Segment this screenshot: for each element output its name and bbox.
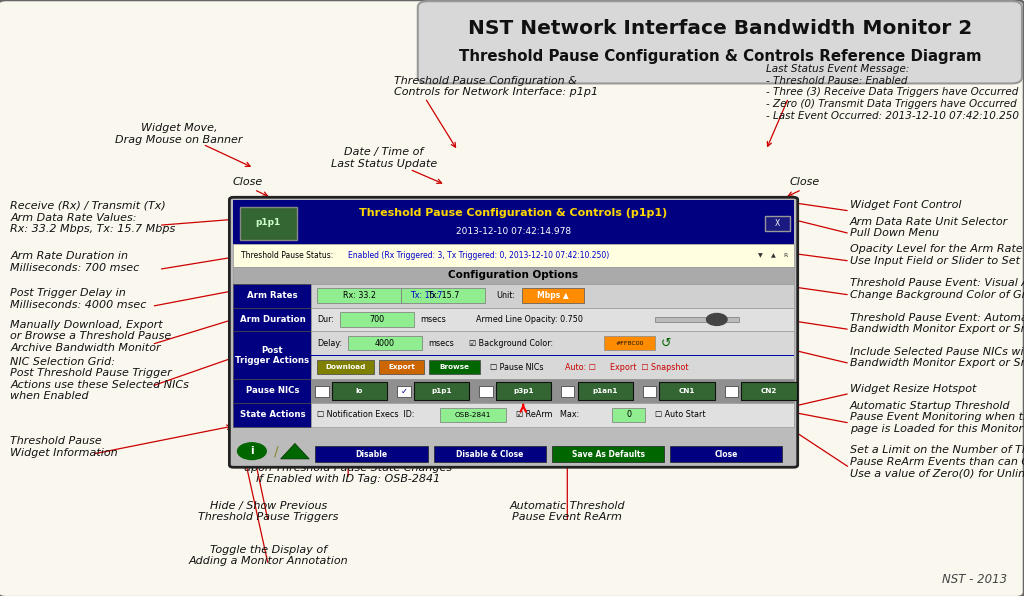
Bar <box>479 386 493 397</box>
Text: Configuration Options: Configuration Options <box>449 271 579 280</box>
Bar <box>317 360 374 374</box>
Text: Arm Rate Duration in
Milliseconds: 700 msec: Arm Rate Duration in Milliseconds: 700 m… <box>10 252 139 273</box>
Text: ▼: ▼ <box>759 253 763 258</box>
Circle shape <box>238 443 266 460</box>
Text: 700: 700 <box>370 315 384 324</box>
Bar <box>311 284 794 308</box>
Bar <box>725 386 738 397</box>
Text: NST - 2013: NST - 2013 <box>942 573 1008 586</box>
Bar <box>233 331 311 379</box>
Text: Last Status Event Message:
- Threshold Pause: Enabled
- Three (3) Receive Data T: Last Status Event Message: - Threshold P… <box>766 64 1019 120</box>
Text: Export  ☐ Snapshot: Export ☐ Snapshot <box>610 362 689 372</box>
Bar <box>429 360 480 374</box>
Bar <box>671 446 782 462</box>
Text: i: i <box>250 446 254 456</box>
Bar <box>311 403 794 427</box>
Text: OSB-2841: OSB-2841 <box>455 412 492 418</box>
Text: Execute External Notification Scripts
upon Threshold Pause State Changes
if Enab: Execute External Notification Scripts up… <box>244 451 453 485</box>
Text: Toggle the Display of
Adding a Monitor Annotation: Toggle the Display of Adding a Monitor A… <box>188 545 348 566</box>
Text: ☑ ReArm   Max:: ☑ ReArm Max: <box>516 410 580 420</box>
Text: ☑ Background Color:: ☑ Background Color: <box>469 339 553 348</box>
FancyBboxPatch shape <box>229 197 798 467</box>
Text: Threshold Pause Configuration & Controls Reference Diagram: Threshold Pause Configuration & Controls… <box>459 48 981 64</box>
Text: Auto: ☐: Auto: ☐ <box>565 362 596 372</box>
Bar <box>332 382 387 400</box>
Text: Rx: 33.2: Rx: 33.2 <box>343 291 376 300</box>
Text: Set a Limit on the Number of Threshold
Pause ReArm Events than can Occur
Use a v: Set a Limit on the Number of Threshold P… <box>850 445 1024 479</box>
Text: msecs: msecs <box>420 315 445 324</box>
Bar <box>233 200 794 244</box>
Text: Close: Close <box>790 177 820 187</box>
Text: State Actions: State Actions <box>240 410 305 420</box>
Bar <box>765 216 790 231</box>
Text: Dur:: Dur: <box>317 315 335 324</box>
Bar <box>655 317 739 322</box>
Text: ↺: ↺ <box>660 337 671 350</box>
Text: NST Network Interface Bandwidth Monitor 2: NST Network Interface Bandwidth Monitor … <box>468 19 972 38</box>
Bar <box>643 386 656 397</box>
Text: Widget Resize Hotspot: Widget Resize Hotspot <box>850 384 976 393</box>
Bar <box>311 379 794 403</box>
Text: Threshold Pause Configuration &
Controls for Network Interface: p1p1: Threshold Pause Configuration & Controls… <box>394 76 598 97</box>
Text: Post Trigger Delay in
Milliseconds: 4000 msec: Post Trigger Delay in Milliseconds: 4000… <box>10 288 146 310</box>
Text: #FF8C00: #FF8C00 <box>615 341 644 346</box>
Text: Post
Trigger Actions: Post Trigger Actions <box>236 346 309 365</box>
Text: Tx: 15.7: Tx: 15.7 <box>410 291 442 300</box>
Text: Disable: Disable <box>355 449 387 459</box>
Text: p3p1: p3p1 <box>513 388 534 394</box>
Bar <box>233 403 311 427</box>
Bar <box>659 382 715 400</box>
Polygon shape <box>281 443 309 459</box>
Text: Arm Data Rate Unit Selector
Pull Down Menu: Arm Data Rate Unit Selector Pull Down Me… <box>850 217 1009 238</box>
Bar <box>311 355 794 356</box>
Bar <box>612 408 645 422</box>
Bar <box>552 446 665 462</box>
Bar <box>240 207 297 240</box>
Text: ☐ Pause NICs: ☐ Pause NICs <box>490 362 544 372</box>
Bar <box>578 382 633 400</box>
Text: X: X <box>774 219 780 228</box>
Bar <box>496 382 551 400</box>
Text: /: / <box>274 444 279 458</box>
Text: Automatic Threshold
Pause Event ReArm: Automatic Threshold Pause Event ReArm <box>510 501 625 522</box>
Text: Download: Download <box>326 364 366 370</box>
Text: R: R <box>783 253 787 258</box>
Text: Include Selected Pause NICs with the
Bandwidth Monitor Export or Snapshot: Include Selected Pause NICs with the Ban… <box>850 347 1024 368</box>
Bar <box>311 308 794 331</box>
Text: Receive (Rx) / Transmit (Tx)
Arm Data Rate Values:
Rx: 33.2 Mbps, Tx: 15.7 Mbps: Receive (Rx) / Transmit (Tx) Arm Data Ra… <box>10 201 175 234</box>
Text: Close: Close <box>715 449 738 459</box>
Text: NIC Selection Grid:
Post Threshold Pause Trigger
Actions use these Selected NICs: NIC Selection Grid: Post Threshold Pause… <box>10 356 189 402</box>
Text: Unit:: Unit: <box>497 291 516 300</box>
Text: Export: Export <box>388 364 415 370</box>
Bar <box>233 267 794 284</box>
Text: CN2: CN2 <box>761 388 777 394</box>
Text: 4000: 4000 <box>375 339 395 348</box>
Bar <box>233 379 311 403</box>
Text: Threshold Pause
Widget Information: Threshold Pause Widget Information <box>10 436 118 458</box>
FancyBboxPatch shape <box>418 1 1022 83</box>
Text: p1p1: p1p1 <box>256 218 281 228</box>
Text: p1an1: p1an1 <box>593 388 617 394</box>
Bar <box>348 336 422 350</box>
Text: ▲: ▲ <box>771 253 775 258</box>
Text: Threshold Pause Event: Automatic
Bandwidth Monitor Export or Snapshot: Threshold Pause Event: Automatic Bandwid… <box>850 313 1024 334</box>
Text: Disable & Close: Disable & Close <box>456 449 523 459</box>
Bar <box>522 288 584 303</box>
Bar <box>315 386 329 397</box>
Text: Close: Close <box>232 177 263 187</box>
Bar <box>414 382 469 400</box>
Text: Armed Line Opacity: 0.750: Armed Line Opacity: 0.750 <box>476 315 583 324</box>
Text: Manually Download, Export
or Browse a Threshold Pause
Archive Bandwidth Monitor: Manually Download, Export or Browse a Th… <box>10 319 171 353</box>
Text: Widget Font Control: Widget Font Control <box>850 200 962 210</box>
Bar <box>561 386 574 397</box>
Text: Tx: 15.7: Tx: 15.7 <box>427 291 460 300</box>
Bar <box>340 312 414 327</box>
Bar <box>434 446 546 462</box>
Bar <box>401 288 485 303</box>
Text: Browse: Browse <box>439 364 470 370</box>
Text: ☐ Notification Execs  ID:: ☐ Notification Execs ID: <box>317 410 415 420</box>
Bar <box>397 386 411 397</box>
Text: Date / Time of
Last Status Update: Date / Time of Last Status Update <box>331 147 437 169</box>
Bar <box>379 360 424 374</box>
